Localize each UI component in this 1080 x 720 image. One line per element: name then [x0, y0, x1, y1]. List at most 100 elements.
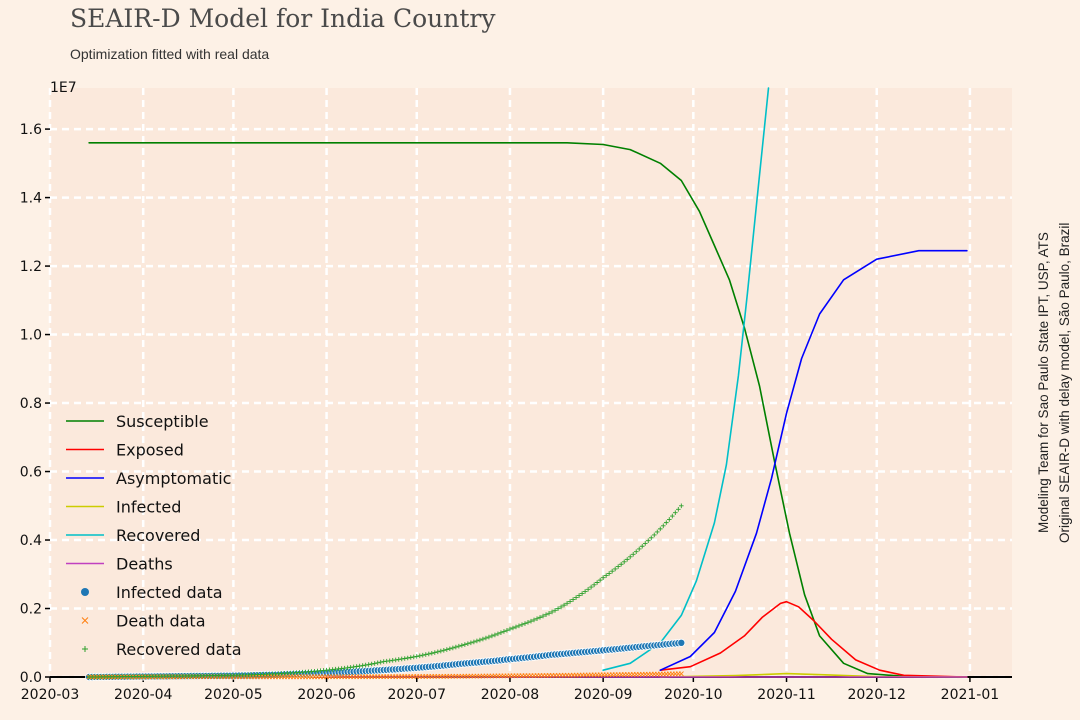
data-point [486, 634, 492, 640]
data-point [504, 627, 510, 633]
data-point [543, 612, 549, 618]
legend-label: Infected [116, 498, 181, 517]
data-point [363, 662, 368, 668]
data-point [474, 638, 480, 644]
data-point [489, 633, 495, 639]
credits-line-2: Original SEAIR-D with delay model, São P… [1057, 222, 1072, 544]
data-point [603, 573, 609, 578]
data-point [612, 566, 618, 572]
data-point [420, 652, 426, 658]
data-point [402, 656, 408, 661]
data-point [423, 652, 429, 657]
data-point [570, 597, 576, 602]
data-point [357, 663, 362, 669]
x-tick-label: 2020-05 [204, 687, 263, 703]
data-point [582, 589, 588, 594]
data-point [579, 591, 585, 596]
data-point [366, 662, 371, 667]
data-point [465, 641, 471, 646]
data-point [426, 651, 432, 657]
data-point [516, 623, 522, 629]
data-point [636, 546, 642, 552]
data-point [378, 659, 383, 665]
y-tick-label: 1.4 [20, 191, 42, 207]
data-point [468, 640, 474, 646]
data-point [606, 571, 612, 576]
y-tick-label: 1.2 [20, 259, 42, 275]
data-point [591, 582, 597, 588]
data-point [444, 647, 450, 652]
data-point [441, 648, 447, 653]
data-point [552, 607, 558, 613]
data-point [666, 517, 672, 522]
series-asymptomatic [659, 249, 968, 671]
data-point [375, 660, 380, 666]
legend-item: Deaths [66, 555, 173, 574]
legend-item: Susceptible [66, 412, 209, 431]
data-point [585, 587, 591, 592]
data-point [435, 649, 441, 655]
legend-swatch [81, 588, 89, 596]
legend-label: Susceptible [116, 412, 209, 431]
data-point [408, 655, 414, 660]
y-tick-label: 1.6 [20, 122, 42, 138]
x-tick-label: 2020-09 [574, 687, 633, 703]
data-point [633, 549, 639, 554]
data-point [549, 609, 555, 615]
data-point [510, 625, 516, 631]
y-axis-multiplier: 1E7 [50, 80, 77, 96]
data-point [369, 661, 374, 667]
credits-line-1: Modeling Team for Sao Paulo State IPT, U… [1036, 232, 1051, 534]
data-point [546, 611, 552, 616]
data-point [480, 636, 486, 642]
plot-area [50, 88, 1012, 677]
legend-item: Recovered [66, 526, 200, 545]
legend-label: Recovered [116, 526, 200, 545]
data-point [513, 624, 519, 630]
legend-item: Infected [66, 498, 181, 517]
y-tick-label: 0.0 [20, 670, 42, 686]
data-point [645, 538, 651, 543]
y-tick-label: 0.8 [20, 396, 42, 412]
data-point [679, 503, 684, 509]
data-point [495, 631, 501, 637]
data-point [438, 648, 444, 654]
legend-item: Infected data [81, 583, 223, 602]
x-tick-label: 2020-08 [481, 687, 540, 703]
data-point [453, 644, 459, 650]
y-tick-label: 0.2 [20, 602, 42, 618]
data-point [477, 637, 483, 643]
data-point [507, 626, 513, 632]
legend-label: Asymptomatic [116, 469, 231, 488]
data-point [600, 575, 606, 580]
data-point [528, 618, 534, 624]
x-tick-label: 2020-04 [114, 687, 173, 703]
y-tick-label: 0.6 [20, 465, 42, 481]
data-point [447, 646, 453, 652]
legend-item: Death data [81, 612, 206, 631]
data-point [621, 559, 627, 565]
data-point [627, 554, 633, 560]
y-tick-label: 0.4 [20, 533, 42, 549]
data-point [459, 643, 465, 648]
data-point [597, 577, 603, 583]
data-point [642, 541, 648, 546]
data-point [537, 615, 543, 620]
data-point [519, 622, 525, 627]
data-point [354, 664, 359, 669]
data-point [558, 604, 564, 610]
data-point [471, 639, 477, 645]
legend-item: Recovered data [82, 640, 242, 659]
data-point [450, 645, 456, 651]
data-point [417, 653, 423, 659]
data-point [651, 532, 657, 538]
data-point [639, 543, 645, 549]
legend-label: Recovered data [116, 640, 242, 659]
legend-label: Infected data [116, 583, 223, 602]
x-tick-label: 2020-10 [664, 687, 723, 703]
data-point [483, 635, 489, 641]
data-point [673, 510, 678, 516]
data-point [462, 642, 468, 647]
y-tick-label: 1.0 [20, 328, 42, 344]
